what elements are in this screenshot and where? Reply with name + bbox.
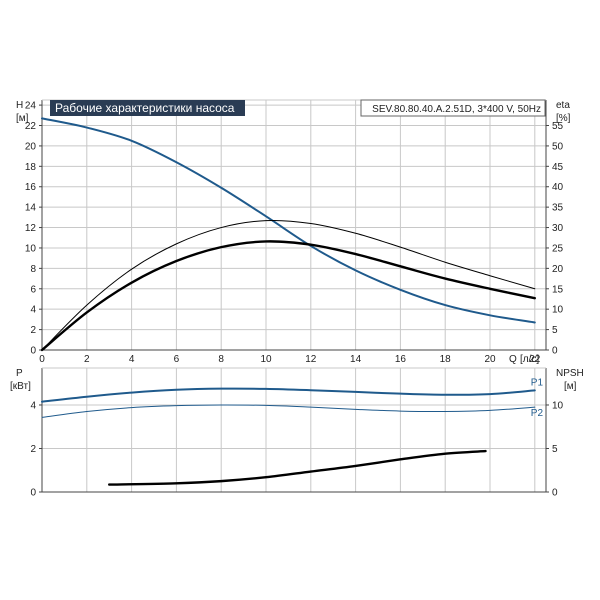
left-axis-tick-label-0: 12 (25, 223, 37, 234)
left-axis-tick-label-0: 6 (30, 284, 36, 295)
right-axis-tick-label-1: 0 (552, 488, 558, 499)
curves (40, 117, 536, 486)
chart-title-background (50, 100, 245, 116)
curve-0-0 (41, 117, 536, 324)
x-axis-tick-label: 18 (440, 354, 452, 365)
x-axis-tick-label: 14 (350, 354, 362, 365)
right-axis-tick-label-0: 50 (552, 141, 564, 152)
upper-left-axis-unit: [м] (16, 113, 29, 124)
left-axis-tick-label-0: 2 (30, 325, 36, 336)
left-axis-tick-label-0: 20 (25, 141, 37, 152)
x-axis-tick-label: 0 (39, 354, 45, 365)
right-axis-tick-label-1: 10 (552, 400, 564, 411)
lower-left-axis-unit: [кВт] (10, 381, 31, 392)
left-axis-tick-label-1: 2 (30, 444, 36, 455)
left-axis-tick-label-0: 16 (25, 182, 37, 193)
right-axis-tick-label-0: 5 (552, 325, 558, 336)
left-axis-tick-label-0: 14 (25, 203, 37, 214)
x-axis-tick-label: 10 (260, 354, 272, 365)
right-axis-tick-label-0: 0 (552, 346, 558, 357)
lower-left-axis-name: P (16, 368, 23, 379)
x-axis-tick-label: 4 (129, 354, 135, 365)
model-box (360, 99, 546, 117)
curve-1-1 (41, 404, 536, 418)
curve-0-1 (40, 240, 536, 352)
x-axis-tick-label: 20 (484, 354, 496, 365)
right-axis-tick-label-1: 5 (552, 444, 558, 455)
x-axis-unit: [л/с] (520, 354, 539, 365)
left-axis-tick-label-0: 10 (25, 243, 37, 254)
left-axis-tick-label-0: 8 (30, 264, 36, 275)
x-axis-tick-label: 2 (84, 354, 90, 365)
right-axis-tick-label-0: 55 (552, 121, 564, 132)
x-axis-tick-label: 6 (174, 354, 180, 365)
left-axis-tick-label-1: 4 (30, 400, 36, 411)
right-axis-tick-label-0: 20 (552, 264, 564, 275)
right-axis-tick-label-0: 10 (552, 305, 564, 316)
curve-0-2 (41, 219, 536, 351)
curve-1-2 (108, 449, 487, 486)
chart-title: Рабочие характеристики насоса (55, 101, 235, 115)
upper-right-axis-unit: [%] (556, 113, 571, 124)
series-label-p2: P2 (531, 408, 544, 419)
x-axis-name: Q (509, 354, 517, 365)
right-axis-tick-label-0: 35 (552, 203, 564, 214)
upper-left-axis-name: H (16, 100, 23, 111)
curve-labels: P1 P2 (531, 377, 544, 419)
left-axis-tick-label-1: 0 (30, 488, 36, 499)
right-axis-tick-label-0: 25 (552, 243, 564, 254)
upper-right-axis-name: eta (556, 100, 570, 111)
x-axis-tick-label: 16 (395, 354, 407, 365)
left-axis-tick-label-0: 0 (30, 346, 36, 357)
tick-labels: 0246810121416182022240510152025303540455… (25, 101, 564, 499)
upper-grid (42, 100, 546, 350)
right-axis-tick-label-0: 40 (552, 182, 564, 193)
left-axis-tick-label-0: 4 (30, 305, 36, 316)
x-axis-tick-label: 22 (529, 354, 541, 365)
right-axis-tick-label-0: 30 (552, 223, 564, 234)
left-axis-tick-label-0: 22 (25, 121, 37, 132)
lower-right-axis-name: NPSH (556, 368, 584, 379)
x-axis-tick-label: 8 (218, 354, 224, 365)
right-axis-tick-label-0: 15 (552, 284, 564, 295)
curve-1-0 (41, 387, 536, 403)
right-axis-tick-label-0: 45 (552, 162, 564, 173)
left-axis-tick-label-0: 24 (25, 101, 37, 112)
series-label-p1: P1 (531, 377, 544, 388)
model-label: SEV.80.80.40.A.2.51D, 3*400 V, 50Hz (372, 104, 541, 115)
left-axis-tick-label-0: 18 (25, 162, 37, 173)
x-axis-tick-label: 12 (305, 354, 317, 365)
lower-right-axis-unit: [м] (564, 381, 577, 392)
